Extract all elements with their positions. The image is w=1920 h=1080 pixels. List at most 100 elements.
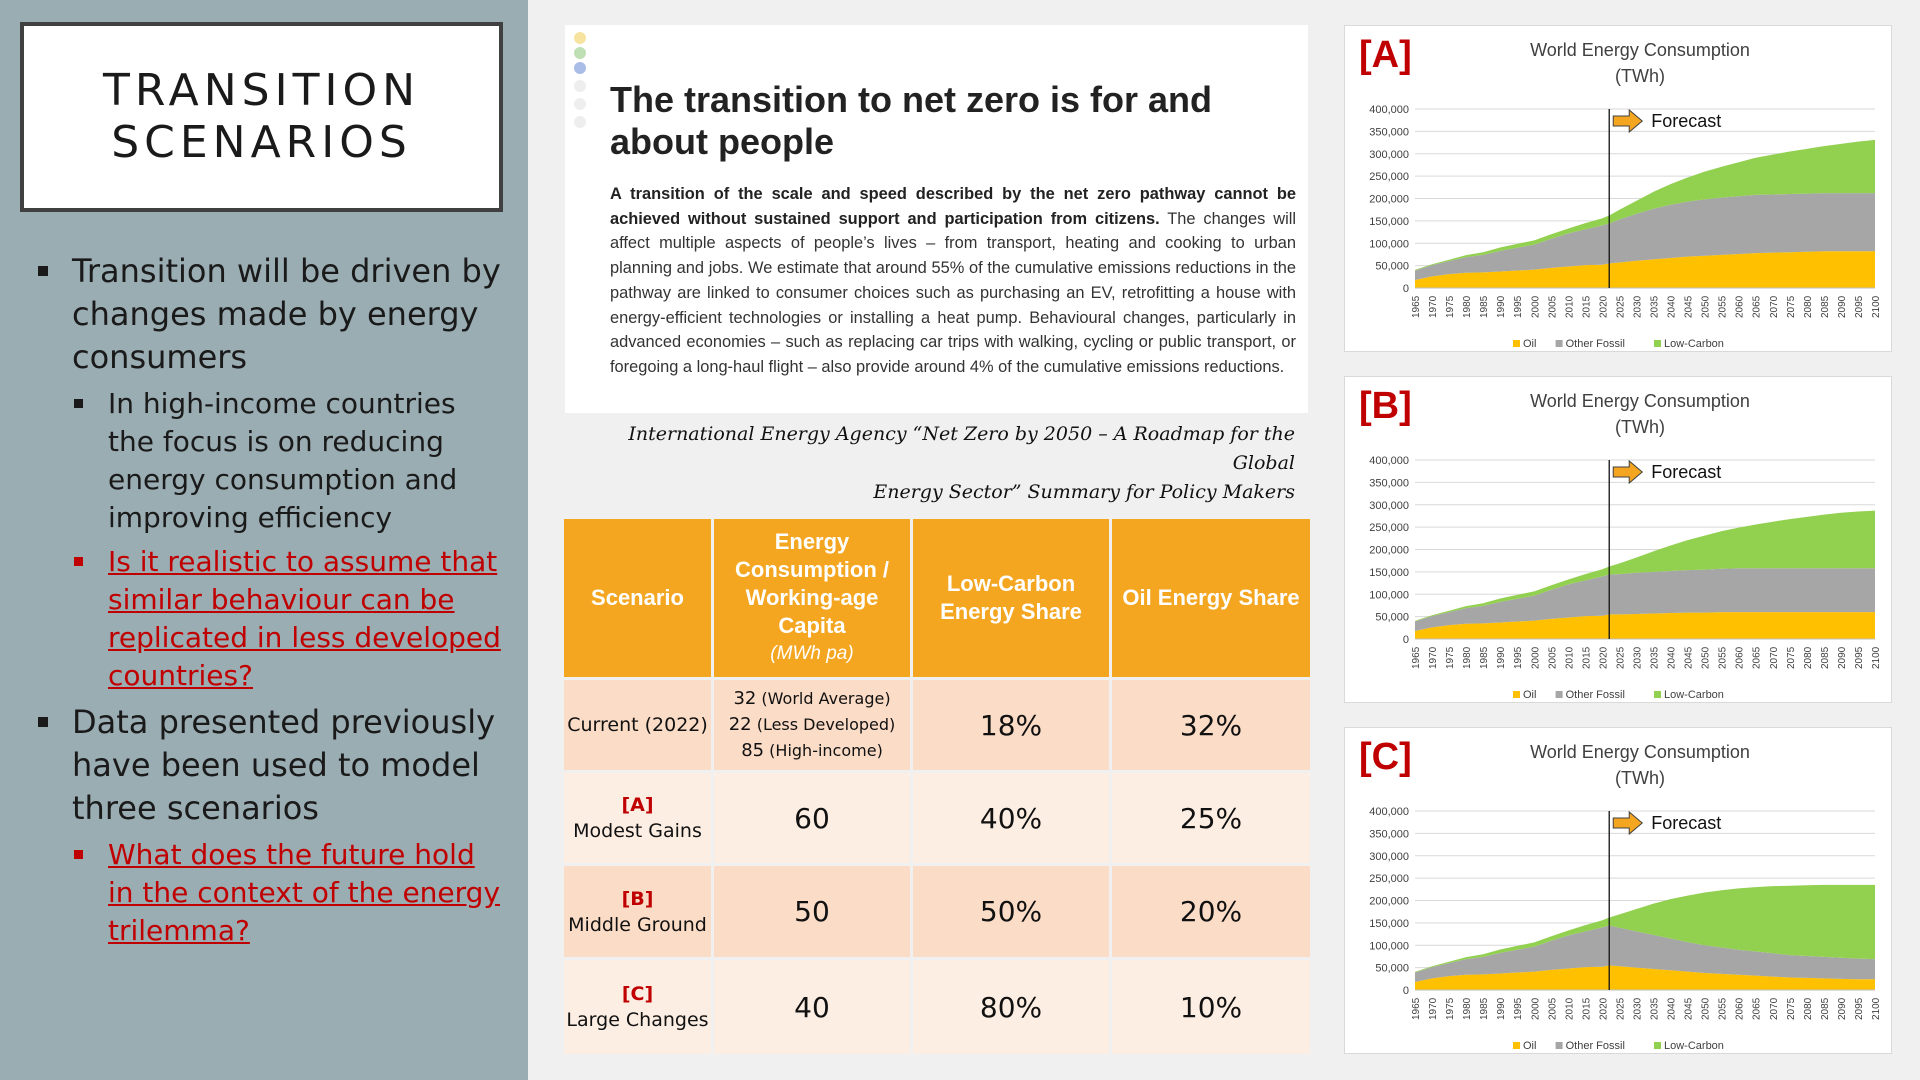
decorative-dot: [574, 32, 586, 44]
legend-label: Low-Carbon: [1664, 689, 1724, 701]
decorative-dot: [574, 47, 586, 59]
bullet-list: Transition will be driven by changes mad…: [36, 250, 506, 956]
x-tick-label: 1965: [1411, 646, 1422, 669]
y-tick-label: 0: [1403, 283, 1409, 295]
x-tick-label: 2040: [1667, 646, 1678, 669]
x-tick-label: 2055: [1718, 646, 1729, 669]
x-tick-label: 1970: [1428, 997, 1439, 1020]
legend-entry: Low-Carbon: [1654, 689, 1724, 701]
header-lowcarbon: Low-Carbon Energy Share: [913, 519, 1109, 677]
row-c-energy: 40: [714, 960, 910, 1054]
x-tick-label: 1995: [1513, 997, 1524, 1020]
x-tick-label: 1980: [1462, 646, 1473, 669]
y-tick-label: 400,000: [1369, 806, 1409, 818]
chart-title-text: World Energy Consumption: [1530, 742, 1750, 762]
legend-entry: Low-Carbon: [1654, 1040, 1724, 1052]
energy-line: 22 (Less Developed): [729, 712, 896, 738]
legend-swatch: [1654, 691, 1661, 698]
x-tick-label: 2060: [1735, 295, 1746, 318]
x-tick-label: 1975: [1445, 295, 1456, 318]
x-tick-label: 2005: [1547, 646, 1558, 669]
slide-title-line2: SCENARIOS: [111, 117, 412, 168]
chart-label: [C]: [1359, 736, 1412, 778]
header-scenario: Scenario: [564, 519, 711, 677]
x-tick-label: 2060: [1735, 997, 1746, 1020]
x-tick-label: 2015: [1581, 997, 1592, 1020]
x-tick-label: 2005: [1547, 997, 1558, 1020]
y-tick-label: 250,000: [1369, 873, 1409, 885]
x-tick-label: 2000: [1530, 295, 1541, 318]
x-tick-label: 1985: [1479, 997, 1490, 1020]
legend-swatch: [1654, 1042, 1661, 1049]
caption-line1: International Energy Agency “Net Zero by…: [628, 423, 1295, 474]
x-tick-label: 1995: [1513, 295, 1524, 318]
y-tick-label: 0: [1403, 634, 1409, 646]
x-tick-label: 1985: [1479, 646, 1490, 669]
y-tick-label: 100,000: [1369, 238, 1409, 250]
x-tick-label: 1990: [1496, 295, 1507, 318]
x-tick-label: 2095: [1854, 295, 1865, 318]
report-heading: The transition to net zero is for and ab…: [610, 79, 1213, 162]
x-tick-label: 1965: [1411, 295, 1422, 318]
sub-bullet-item-question: Is it realistic to assume that similar b…: [36, 543, 506, 695]
x-tick-label: 1980: [1462, 997, 1473, 1020]
legend-swatch: [1555, 1042, 1563, 1049]
legend-label: Oil: [1523, 1040, 1536, 1052]
x-tick-label: 1970: [1428, 646, 1439, 669]
x-tick-label: 2055: [1718, 997, 1729, 1020]
legend-entry: Other Fossil: [1555, 1040, 1625, 1052]
x-tick-label: 2045: [1684, 997, 1695, 1020]
x-tick-label: 2010: [1564, 997, 1575, 1020]
decorative-dot: [574, 62, 586, 74]
x-tick-label: 2065: [1752, 646, 1763, 669]
area-series-oil: [1415, 251, 1875, 288]
legend-swatch: [1654, 340, 1661, 347]
y-tick-label: 50,000: [1375, 963, 1409, 975]
x-tick-label: 1975: [1445, 646, 1456, 669]
x-tick-label: 1995: [1513, 646, 1524, 669]
bullet-text: In high-income countries the focus is on…: [108, 387, 458, 534]
y-tick-label: 400,000: [1369, 104, 1409, 116]
x-tick-label: 2090: [1837, 646, 1848, 669]
x-tick-label: 2040: [1667, 295, 1678, 318]
row-b-oil: 20%: [1112, 866, 1310, 957]
x-tick-label: 2080: [1803, 997, 1814, 1020]
bullet-marker: [74, 557, 83, 566]
bullet-text: Transition will be driven by changes mad…: [72, 252, 501, 376]
y-tick-label: 300,000: [1369, 500, 1409, 512]
legend-label: Low-Carbon: [1664, 338, 1724, 350]
decorative-dot: [574, 98, 586, 110]
x-tick-label: 2035: [1650, 997, 1661, 1020]
chart-title: World Energy Consumption (TWh): [1465, 37, 1815, 89]
x-tick-label: 2065: [1752, 997, 1763, 1020]
x-tick-label: 1965: [1411, 997, 1422, 1020]
decorative-dot: [574, 80, 586, 92]
y-tick-label: 200,000: [1369, 545, 1409, 557]
area-series-other-fossil: [1415, 568, 1875, 631]
x-tick-label: 2060: [1735, 646, 1746, 669]
row-a-energy: 60: [714, 773, 910, 863]
energy-value: 32: [733, 688, 757, 709]
x-tick-label: 2050: [1701, 997, 1712, 1020]
scenario-code: [A]: [621, 794, 654, 816]
y-tick-label: 250,000: [1369, 171, 1409, 183]
chart-title-text: World Energy Consumption: [1530, 391, 1750, 411]
row-a-lowcarbon: 40%: [913, 773, 1109, 863]
chart-label: [B]: [1359, 385, 1412, 427]
x-tick-label: 2045: [1684, 295, 1695, 318]
bullet-item: Data presented previously have been used…: [36, 701, 506, 830]
y-tick-label: 350,000: [1369, 126, 1409, 138]
y-tick-label: 0: [1403, 985, 1409, 997]
header-energy-unit: (MWh pa): [770, 643, 854, 664]
legend-label: Other Fossil: [1566, 689, 1625, 701]
x-tick-label: 2020: [1598, 646, 1609, 669]
x-tick-label: 2010: [1564, 646, 1575, 669]
x-tick-label: 2020: [1598, 295, 1609, 318]
x-tick-label: 2015: [1581, 646, 1592, 669]
x-tick-label: 2035: [1650, 646, 1661, 669]
x-tick-label: 2085: [1820, 295, 1831, 318]
energy-line: 32 (World Average): [733, 686, 890, 712]
row-c-oil: 10%: [1112, 960, 1310, 1054]
sub-bullet-item: In high-income countries the focus is on…: [36, 385, 506, 537]
report-bold-text: A transition of the scale and speed desc…: [610, 185, 1296, 228]
